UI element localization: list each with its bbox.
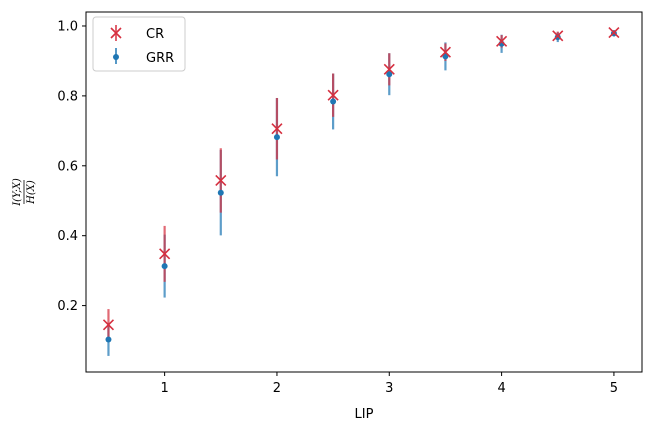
cr-point <box>552 30 564 42</box>
y-axis-label: I(Y;X) H(X) <box>12 178 37 207</box>
cr-point <box>327 89 339 101</box>
plot-area <box>102 27 620 356</box>
y-tick-label: 0.4 <box>57 229 78 244</box>
cr-point <box>271 123 283 135</box>
x-axis: 1 2 3 4 5 <box>160 372 618 396</box>
grr-point <box>554 34 561 41</box>
x-tick-label: 2 <box>273 381 281 396</box>
y-axis-label-denominator: H(X) <box>26 180 37 205</box>
series-cr-points <box>102 27 620 331</box>
legend-cr-marker <box>110 27 122 39</box>
y-tick-label: 0.6 <box>57 159 78 174</box>
legend-label-grr: GRR <box>146 51 174 66</box>
legend-entry-grr: GRR <box>113 48 174 66</box>
grr-point <box>386 71 393 78</box>
cr-point <box>215 174 227 187</box>
grr-point <box>273 134 280 141</box>
grr-point <box>217 189 224 196</box>
grr-point <box>105 336 112 343</box>
cr-point <box>383 63 395 75</box>
cr-point <box>102 319 115 331</box>
legend-entry-cr: CR <box>110 25 164 42</box>
plot-frame <box>85 11 643 373</box>
legend-label-cr: CR <box>146 27 164 42</box>
y-axis-label-numerator: I(Y;X) <box>12 178 23 207</box>
cr-point <box>439 46 451 58</box>
grr-point <box>330 98 337 105</box>
cr-point <box>496 35 508 47</box>
legend: CR GRR <box>92 16 186 72</box>
x-tick-label: 3 <box>385 381 393 396</box>
x-tick-label: 4 <box>497 381 505 396</box>
cr-point <box>608 27 620 39</box>
cr-point <box>159 248 171 260</box>
y-axis: 0.2 0.4 0.6 0.8 1.0 <box>57 19 86 314</box>
y-tick-label: 0.2 <box>57 299 78 314</box>
x-tick-label: 1 <box>160 381 168 396</box>
grr-point <box>442 53 449 60</box>
grr-point <box>161 263 168 270</box>
legend-grr-marker <box>113 54 119 60</box>
y-tick-label: 0.8 <box>57 89 78 104</box>
x-axis-label: LIP <box>355 407 374 422</box>
y-tick-label: 1.0 <box>57 19 78 34</box>
x-tick-label: 5 <box>610 381 618 396</box>
